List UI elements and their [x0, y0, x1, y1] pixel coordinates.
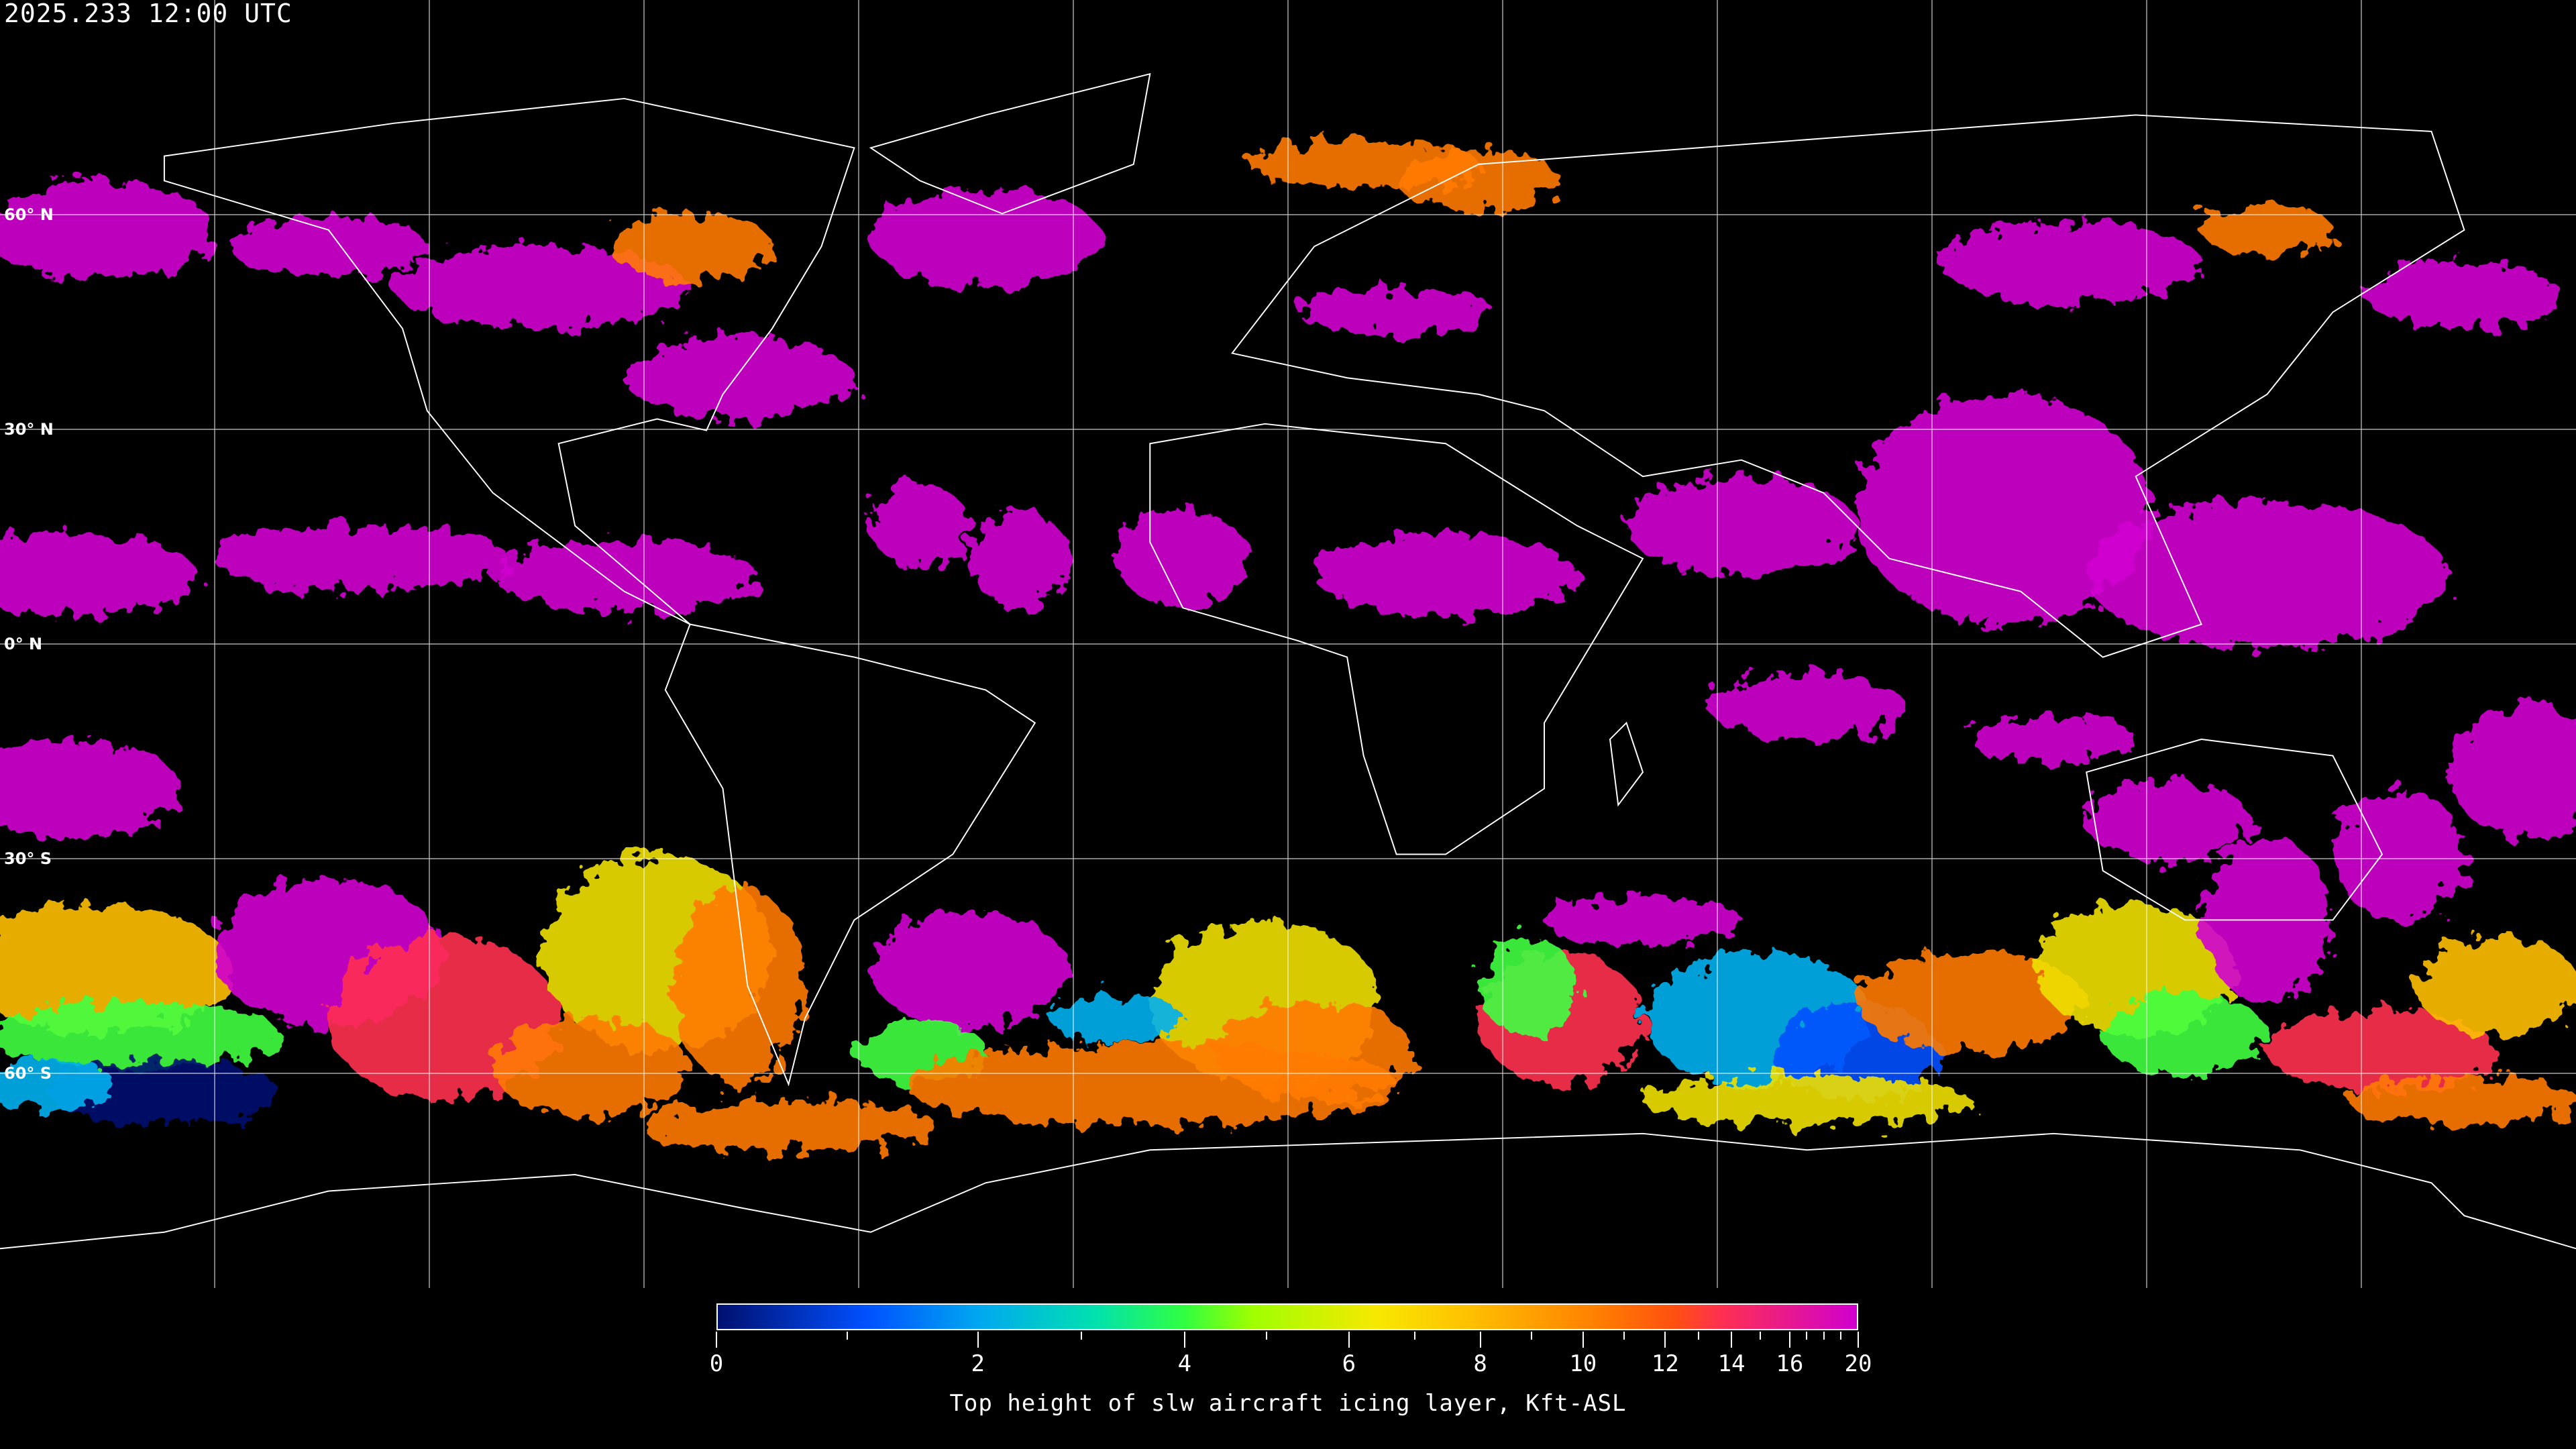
coastline [1609, 721, 1644, 807]
colorbar-tick-label: 14 [1717, 1350, 1746, 1377]
icing-region [2365, 262, 2563, 329]
lat-label-30s: 30° S [4, 849, 52, 868]
coastline [1149, 423, 1644, 855]
colorbar-minor-tick [1697, 1332, 1699, 1340]
coastlines [0, 72, 2576, 1250]
icing-region [229, 217, 427, 276]
colorbar-ticks: 0 2 4 6 8 10 12 14 16 20 [710, 1332, 1872, 1379]
icing-region [2102, 994, 2267, 1077]
colorbar-tick-label: 4 [1177, 1350, 1192, 1377]
colorbar-minor-tick [1413, 1332, 1415, 1340]
icing-region [969, 509, 1068, 608]
colorbar-tick-label: 10 [1569, 1350, 1597, 1377]
colorbar-major-tick [1788, 1332, 1790, 1348]
colorbar-major-tick [1858, 1332, 1859, 1348]
colorbar-tick-label: 16 [1776, 1350, 1804, 1377]
colorbar-major-tick [716, 1332, 717, 1348]
icing-region [2448, 706, 2576, 838]
icing-region [0, 1059, 115, 1110]
icing-cloud-field [0, 140, 2576, 1150]
colorbar-tick-label: 0 [709, 1350, 724, 1377]
colorbar-minor-tick [1760, 1332, 1762, 1340]
icing-region [870, 189, 1101, 288]
icing-region [1856, 953, 2087, 1052]
icing-map [0, 0, 2576, 1288]
icing-region [2086, 780, 2251, 863]
lat-label-60n: 60° N [4, 205, 54, 224]
colorbar-minor-tick [1806, 1332, 1808, 1340]
colorbar-label: Top height of slw aircraft icing layer, … [949, 1390, 1627, 1417]
icing-region [1479, 936, 1578, 1035]
icing-region [1642, 1076, 1972, 1126]
colorbar-major-tick [977, 1332, 979, 1348]
colorbar-major-tick [1731, 1332, 1733, 1348]
icing-region [394, 246, 690, 329]
icing-region [2201, 205, 2333, 255]
icing-region [2349, 1076, 2576, 1126]
lat-label-30n: 30° N [4, 420, 54, 439]
colorbar-minor-tick [846, 1332, 848, 1340]
icing-region [903, 1043, 1397, 1126]
colorbar-tick-label: 12 [1651, 1350, 1679, 1377]
icing-region [1396, 151, 1561, 211]
icing-region [492, 539, 756, 612]
icing-region [0, 180, 214, 280]
icing-region [674, 887, 805, 1085]
colorbar-tick-label: 20 [1844, 1350, 1872, 1377]
coastline [869, 72, 1151, 215]
colorbar-minor-tick [1080, 1332, 1082, 1340]
icing-region [2267, 1010, 2498, 1093]
icing-region [870, 912, 1068, 1027]
icing-region [1051, 994, 1183, 1044]
lat-label-60s: 60° S [4, 1064, 52, 1083]
icing-region [0, 1002, 280, 1068]
icing-region [870, 484, 969, 567]
colorbar-minor-tick [1623, 1332, 1625, 1340]
colorbar [716, 1303, 1858, 1330]
icing-region [641, 1100, 936, 1150]
icing-region [0, 903, 230, 1035]
colorbar-tick-label: 6 [1342, 1350, 1356, 1377]
coastline [0, 1132, 2576, 1250]
lat-label-0: 0° N [4, 635, 43, 653]
icing-region [213, 525, 510, 592]
icing-region [1544, 895, 1741, 945]
colorbar-major-tick [1479, 1332, 1481, 1348]
icing-region [608, 213, 773, 280]
colorbar-minor-tick [1840, 1332, 1842, 1340]
icing-region [2332, 788, 2465, 920]
colorbar-minor-tick [1531, 1332, 1533, 1340]
colorbar-minor-tick [1266, 1332, 1268, 1340]
icing-region [492, 1018, 690, 1118]
coastline [163, 97, 855, 625]
colorbar-major-tick [1183, 1332, 1185, 1348]
icing-region [0, 739, 181, 838]
icing-region [624, 337, 855, 419]
icing-region [1708, 674, 1906, 740]
colorbar-tick-label: 2 [971, 1350, 985, 1377]
colorbar-tick-label: 8 [1473, 1350, 1487, 1377]
coastline [1231, 114, 2465, 658]
timestamp-title: 2025.233 12:00 UTC [4, 0, 292, 28]
colorbar-major-tick [1582, 1332, 1584, 1348]
icing-region [1626, 476, 1857, 576]
icing-region [2415, 936, 2576, 1035]
icing-region [1971, 714, 2136, 764]
icing-region [1856, 394, 2153, 625]
icing-region [1938, 221, 2202, 305]
icing-region [1117, 509, 1249, 608]
colorbar-minor-tick [1823, 1332, 1825, 1340]
colorbar-major-tick [1348, 1332, 1350, 1348]
coastline [664, 623, 1036, 1087]
icing-region [2086, 500, 2448, 649]
lat-lon-grid [0, 0, 2576, 1288]
icing-region [0, 533, 197, 616]
icing-region [1297, 289, 1495, 335]
coastline [2086, 739, 2383, 921]
icing-region [1314, 533, 1578, 616]
colorbar-major-tick [1664, 1332, 1666, 1348]
